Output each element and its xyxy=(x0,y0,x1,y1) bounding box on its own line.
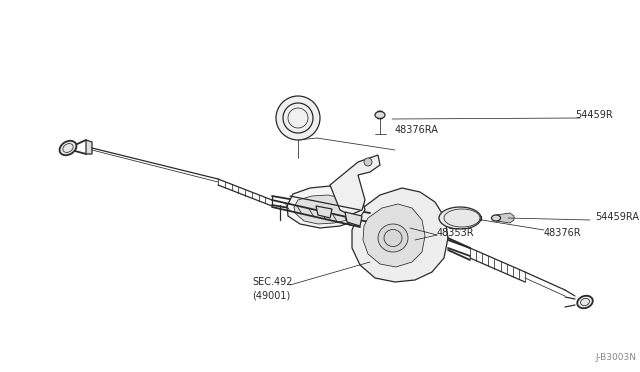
Text: 54459R: 54459R xyxy=(575,110,612,120)
Polygon shape xyxy=(294,195,354,224)
Polygon shape xyxy=(363,204,425,267)
Polygon shape xyxy=(86,140,92,154)
Text: (49001): (49001) xyxy=(252,291,291,301)
Text: 54459RA: 54459RA xyxy=(595,212,639,222)
Text: 48376RA: 48376RA xyxy=(395,125,439,135)
Ellipse shape xyxy=(378,224,408,252)
Ellipse shape xyxy=(60,141,76,155)
Ellipse shape xyxy=(439,207,481,229)
Polygon shape xyxy=(316,206,332,218)
Text: 48353R: 48353R xyxy=(437,228,475,238)
Polygon shape xyxy=(287,186,365,228)
Ellipse shape xyxy=(375,112,385,119)
Ellipse shape xyxy=(276,96,320,140)
Polygon shape xyxy=(345,212,362,226)
Text: J-B3003N: J-B3003N xyxy=(595,353,636,362)
Ellipse shape xyxy=(364,158,372,166)
Text: 48376R: 48376R xyxy=(544,228,582,238)
Polygon shape xyxy=(496,213,514,223)
Polygon shape xyxy=(330,155,380,215)
Ellipse shape xyxy=(492,215,500,221)
Ellipse shape xyxy=(577,296,593,308)
Polygon shape xyxy=(352,188,448,282)
Text: SEC.492: SEC.492 xyxy=(252,277,292,287)
Polygon shape xyxy=(376,111,384,119)
